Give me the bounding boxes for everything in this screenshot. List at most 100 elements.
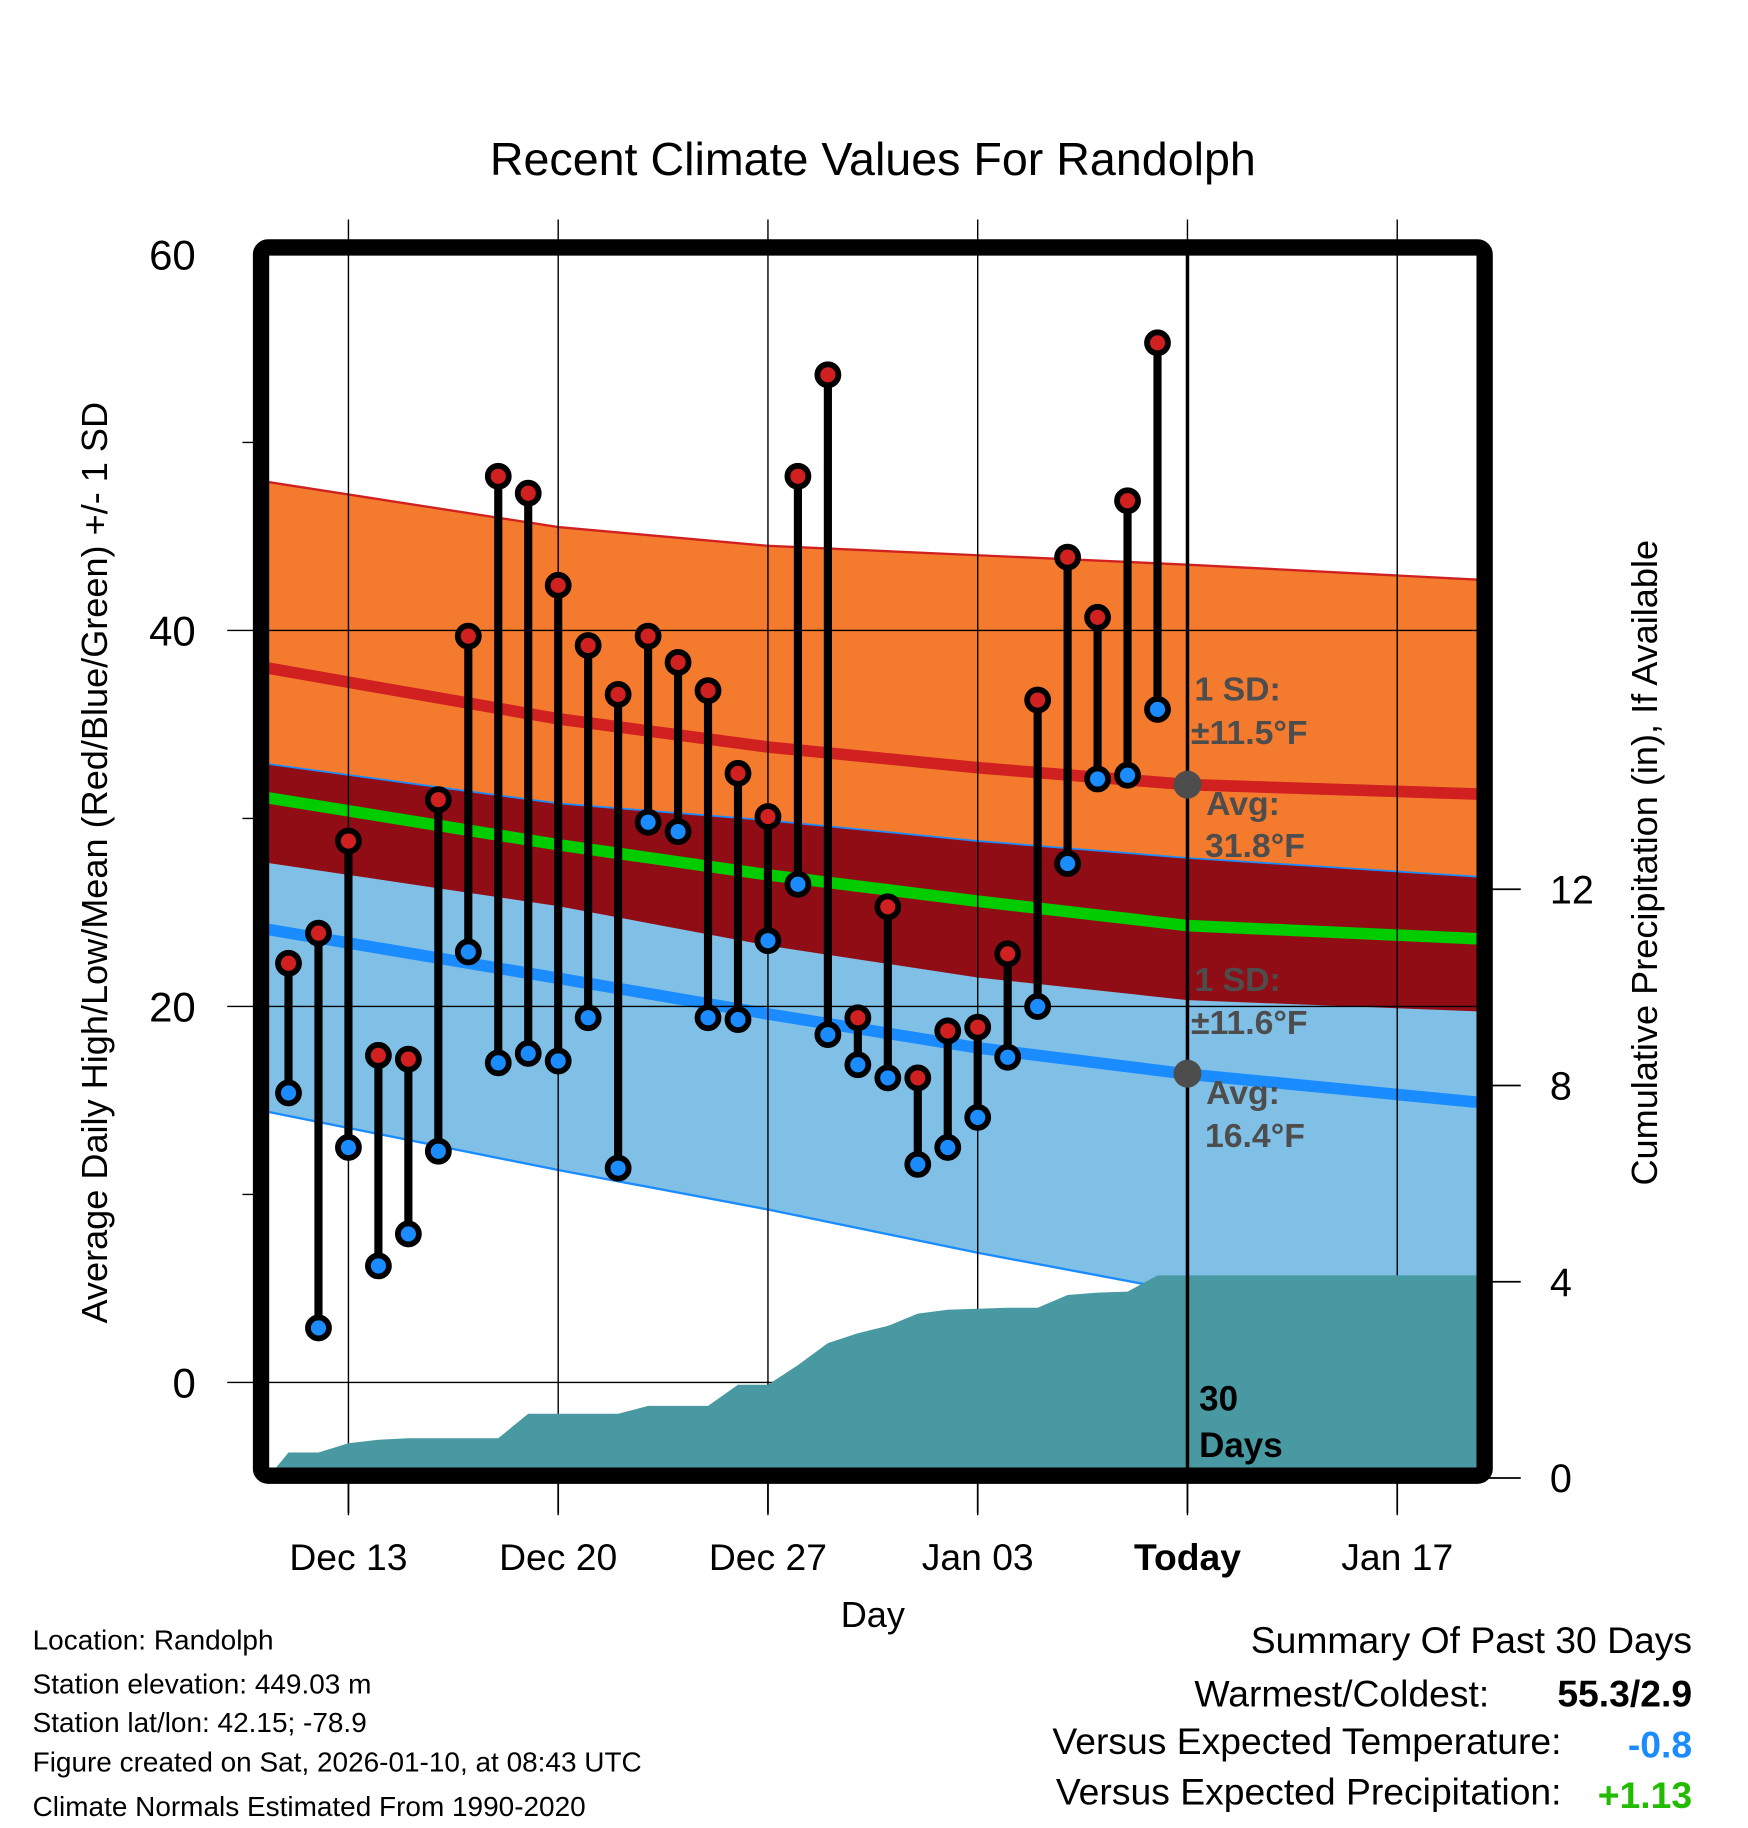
daily-high-point xyxy=(1084,603,1111,631)
daily-low-point xyxy=(844,1051,872,1079)
daily-high-point xyxy=(904,1064,932,1092)
normal-bands xyxy=(266,480,1479,1335)
daily-high-point xyxy=(964,1013,992,1041)
daily-high-point xyxy=(1114,487,1141,515)
normal-annotations: 1 SD: ±11.5°F Avg: 31.8°F 1 SD: ±11.6°F … xyxy=(1173,671,1308,1465)
low-upper-line xyxy=(267,860,1479,1012)
daily-high-point xyxy=(844,1004,872,1032)
daily-low-point xyxy=(1024,993,1052,1020)
summary-panel: Summary Of Past 30 Days Warmest/Coldest:… xyxy=(1052,1619,1692,1816)
daily-high-point xyxy=(544,571,572,599)
y-tick-label: 60 xyxy=(149,232,196,279)
daily-low-point xyxy=(335,1134,362,1161)
axis-ticks: Dec 13 Dec 20 Dec 27 Jan 03 Today Jan 1702040… xyxy=(149,232,1594,1578)
daily-low-point xyxy=(604,1154,632,1182)
y2-tick-label: 4 xyxy=(1550,1261,1572,1305)
daily-high-point xyxy=(994,940,1022,968)
high-lower-line xyxy=(267,763,1479,878)
daily-low-point xyxy=(994,1043,1022,1071)
y2-tick-label: 8 xyxy=(1550,1065,1572,1109)
daily-low-point xyxy=(934,1134,962,1161)
daily-high-point xyxy=(634,622,662,650)
y2-tick-label: 0 xyxy=(1550,1457,1572,1501)
daily-low-point xyxy=(1084,765,1111,793)
daily-low-point xyxy=(664,818,692,846)
daily-low-point xyxy=(454,938,482,966)
low-avg-label: Avg: xyxy=(1206,1074,1280,1112)
x-tick-label: Dec 13 xyxy=(289,1536,407,1578)
x-tick-label: Dec 27 xyxy=(709,1536,827,1578)
summary-precip-value: +1.13 xyxy=(1598,1774,1692,1816)
daily-values xyxy=(275,329,1171,1342)
daily-low-point xyxy=(904,1150,932,1178)
daily-high-point xyxy=(364,1041,392,1069)
daily-high-point xyxy=(754,803,782,830)
x-tick-label: Dec 20 xyxy=(499,1536,617,1578)
daily-high-point xyxy=(814,361,842,389)
low-avg-line xyxy=(266,923,1479,1109)
plot-frame xyxy=(252,239,1493,1484)
daily-low-point xyxy=(724,1006,752,1034)
daily-low-point xyxy=(514,1040,542,1067)
x-tick-label: Jan 17 xyxy=(1341,1536,1453,1578)
y-tick-label: 20 xyxy=(149,984,196,1031)
daily-low-point xyxy=(275,1079,302,1107)
daily-high-point xyxy=(724,759,752,787)
footer-location: Location: Randolph xyxy=(33,1624,274,1655)
low-avg-marker xyxy=(1173,1059,1202,1088)
daily-low-point xyxy=(484,1049,512,1077)
daily-low-point xyxy=(364,1252,392,1280)
window-label-number: 30 xyxy=(1199,1379,1238,1418)
daily-high-point xyxy=(784,462,812,490)
high-sd-label: 1 SD: xyxy=(1194,671,1280,709)
low-avg-value: 16.4°F xyxy=(1205,1117,1305,1155)
mean-avg-line xyxy=(266,792,1479,945)
daily-low-point xyxy=(754,927,782,955)
summary-temp-value: -0.8 xyxy=(1628,1724,1692,1766)
daily-high-point xyxy=(1144,329,1171,357)
daily-low-point xyxy=(574,1004,602,1032)
daily-low-point xyxy=(1054,850,1082,877)
daily-low-point xyxy=(394,1220,422,1248)
daily-high-point xyxy=(335,827,362,855)
daily-low-point xyxy=(814,1021,842,1049)
high-avg-line xyxy=(266,662,1479,800)
daily-high-point xyxy=(1054,543,1082,571)
high-upper-line xyxy=(267,480,1479,581)
summary-temp-label: Versus Expected Temperature: xyxy=(1052,1720,1561,1762)
x-axis-label: Day xyxy=(841,1594,905,1635)
daily-low-point xyxy=(1114,761,1141,789)
low-sd-value: ±11.6°F xyxy=(1191,1004,1308,1042)
window-label-days: Days xyxy=(1199,1426,1283,1465)
x-tick-label: Jan 03 xyxy=(922,1536,1034,1578)
daily-high-point xyxy=(574,632,602,659)
daily-high-point xyxy=(305,919,332,947)
daily-high-point xyxy=(484,462,512,490)
daily-low-point xyxy=(964,1103,992,1131)
high-avg-label: Avg: xyxy=(1206,785,1280,823)
high-avg-marker xyxy=(1173,770,1202,799)
y-tick-label: 0 xyxy=(172,1360,195,1407)
daily-high-point xyxy=(275,949,302,977)
daily-low-point xyxy=(305,1314,332,1342)
chart-title: Recent Climate Values For Randolph xyxy=(490,133,1256,185)
daily-low-point xyxy=(1144,696,1171,723)
daily-low-point xyxy=(544,1047,572,1075)
footer-info: Location: Randolph Station elevation: 44… xyxy=(33,1624,642,1822)
y-axis-label: Average Daily High/Low/Mean (Red/Blue/Gr… xyxy=(74,402,115,1324)
daily-high-point xyxy=(424,786,452,814)
daily-low-point xyxy=(424,1137,452,1165)
daily-high-point xyxy=(1024,686,1052,714)
high-avg-value: 31.8°F xyxy=(1205,827,1305,865)
summary-precip-label: Versus Expected Precipitation: xyxy=(1056,1770,1562,1812)
x-tick-label: Today xyxy=(1134,1536,1241,1578)
daily-low-point xyxy=(634,808,662,836)
daily-low-point xyxy=(874,1064,902,1092)
footer-normals: Climate Normals Estimated From 1990-2020 xyxy=(33,1791,586,1822)
daily-high-point xyxy=(664,649,692,676)
precip-cumulative-area xyxy=(267,1275,1479,1479)
footer-latlon: Station lat/lon: 42.15; -78.9 xyxy=(33,1707,367,1738)
summary-title: Summary Of Past 30 Days xyxy=(1251,1619,1692,1661)
daily-high-point xyxy=(514,479,542,507)
daily-high-point xyxy=(694,677,722,705)
